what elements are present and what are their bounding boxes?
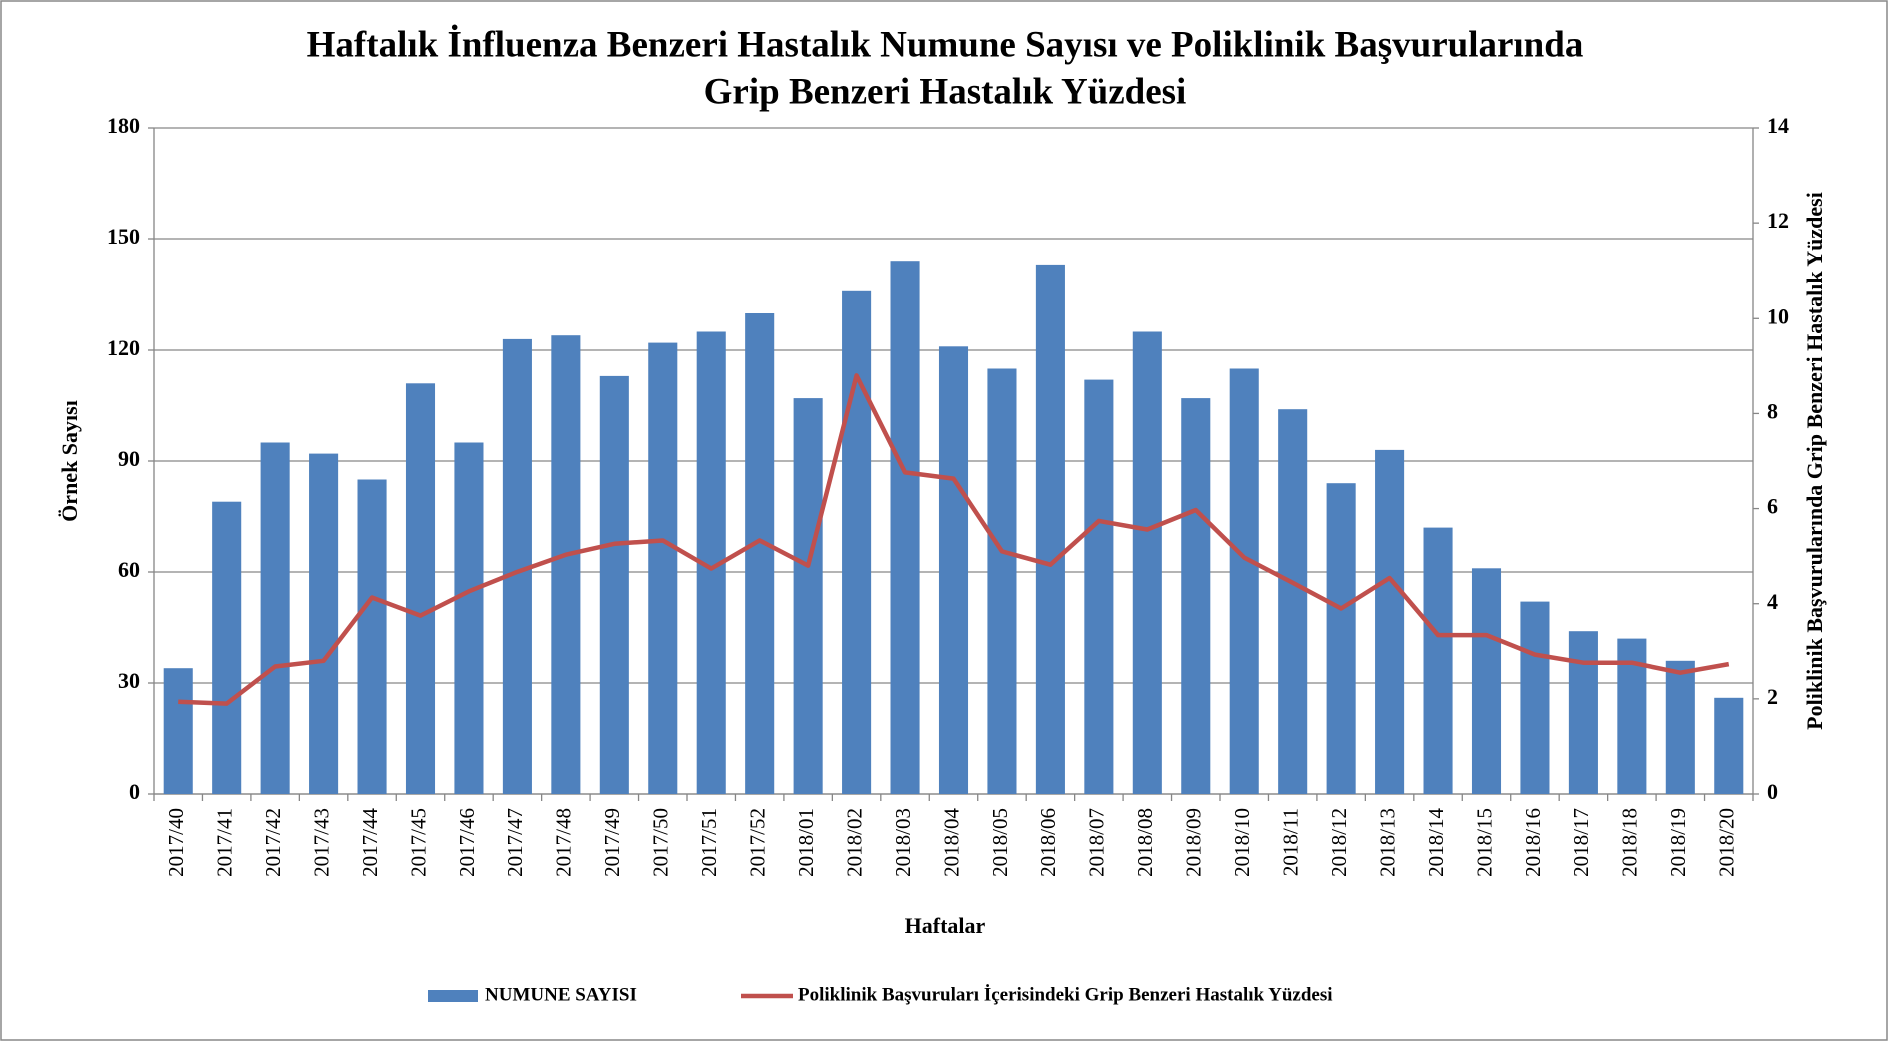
bar — [212, 501, 242, 794]
y2-tick-label: 10 — [1767, 303, 1789, 328]
bar — [1035, 264, 1065, 794]
x-tick-label: 2017/41 — [212, 808, 236, 877]
y2-tick-label: 4 — [1767, 589, 1778, 614]
x-tick-label: 2017/46 — [455, 808, 479, 877]
bar — [793, 398, 823, 794]
chart-title: Haftalık İnfluenza Benzeri Hastalık Numu… — [307, 23, 1584, 65]
y-tick-label: 30 — [118, 668, 140, 693]
x-tick-label: 2018/08 — [1133, 808, 1157, 877]
y2-tick-label: 12 — [1767, 208, 1789, 233]
x-tick-label: 2018/20 — [1715, 808, 1739, 877]
bar — [454, 442, 484, 794]
x-tick-label: 2018/10 — [1230, 808, 1254, 877]
bar — [938, 346, 969, 794]
bar — [1181, 398, 1211, 794]
y-tick-label: 60 — [118, 557, 140, 582]
x-tick-label: 2018/14 — [1424, 808, 1448, 877]
x-tick-label: 2018/05 — [988, 808, 1012, 877]
y2-tick-label: 8 — [1767, 398, 1778, 423]
y-tick-label: 150 — [107, 224, 140, 249]
x-tick-label: 2018/19 — [1666, 808, 1690, 877]
x-tick-label: 2018/17 — [1569, 808, 1593, 877]
chart-title: Grip Benzeri Hastalık Yüzdesi — [704, 71, 1187, 112]
x-tick-label: 2018/16 — [1521, 808, 1545, 877]
x-tick-label: 2018/02 — [842, 808, 866, 877]
y2-tick-label: 14 — [1767, 113, 1789, 138]
bar — [1520, 601, 1550, 794]
bar — [551, 335, 581, 794]
bar — [260, 442, 290, 794]
x-tick-label: 2017/50 — [649, 808, 673, 877]
bar — [1326, 483, 1356, 794]
bar — [745, 313, 775, 794]
x-tick-label: 2017/49 — [600, 808, 624, 877]
x-tick-label: 2017/45 — [406, 808, 430, 877]
y-axis-title: Örnek Sayısı — [57, 400, 82, 522]
x-tick-label: 2018/06 — [1036, 808, 1060, 877]
legend-label: Poliklinik Başvuruları İçerisindeki Grip… — [798, 984, 1333, 1005]
y-tick-label: 0 — [129, 779, 140, 804]
x-tick-label: 2017/44 — [358, 808, 382, 877]
y2-tick-label: 0 — [1767, 779, 1778, 804]
bar — [842, 290, 872, 794]
y-tick-label: 180 — [107, 113, 140, 138]
x-tick-label: 2017/42 — [261, 808, 285, 877]
bar — [163, 668, 193, 794]
y2-tick-label: 6 — [1767, 494, 1778, 519]
x-tick-label: 2017/48 — [552, 808, 576, 877]
bar — [405, 383, 436, 794]
y-tick-label: 120 — [107, 335, 140, 360]
x-axis-title: Haftalar — [905, 913, 986, 938]
bar — [1229, 368, 1259, 794]
bar — [987, 368, 1017, 794]
x-tick-label: 2018/03 — [891, 808, 915, 877]
y2-tick-label: 2 — [1767, 684, 1778, 709]
bar — [1471, 568, 1502, 794]
legend-swatch — [428, 990, 478, 1002]
bar — [1568, 631, 1598, 794]
x-tick-label: 2018/07 — [1085, 808, 1109, 877]
bar — [648, 342, 678, 794]
y2-axis-title: Poliklinik Başvurularında Grip Benzeri H… — [1802, 192, 1827, 730]
bar — [890, 261, 920, 794]
x-tick-label: 2017/40 — [164, 808, 188, 877]
x-tick-label: 2018/13 — [1375, 808, 1399, 877]
bar — [357, 479, 387, 794]
bar — [1423, 527, 1453, 794]
bar — [1714, 697, 1744, 794]
x-tick-label: 2018/11 — [1278, 808, 1302, 876]
bar — [1132, 331, 1162, 794]
x-tick-label: 2017/47 — [503, 808, 527, 877]
line-series — [178, 373, 1730, 706]
x-tick-label: 2018/18 — [1618, 808, 1642, 877]
x-tick-label: 2017/51 — [697, 808, 721, 877]
bar — [309, 453, 339, 794]
bar — [1084, 379, 1114, 794]
x-tick-label: 2018/01 — [794, 808, 818, 877]
x-tick-label: 2017/43 — [309, 808, 333, 877]
bar — [1375, 449, 1405, 794]
bar — [1665, 660, 1695, 794]
y-tick-label: 90 — [118, 446, 140, 471]
x-tick-label: 2017/52 — [745, 808, 769, 877]
x-tick-label: 2018/09 — [1182, 808, 1206, 877]
x-tick-label: 2018/12 — [1327, 808, 1351, 877]
x-tick-label: 2018/15 — [1472, 808, 1496, 877]
bar — [599, 375, 629, 794]
bar — [1278, 409, 1308, 794]
x-tick-label: 2018/04 — [939, 808, 963, 877]
legend-label: NUMUNE SAYISI — [485, 984, 637, 1005]
